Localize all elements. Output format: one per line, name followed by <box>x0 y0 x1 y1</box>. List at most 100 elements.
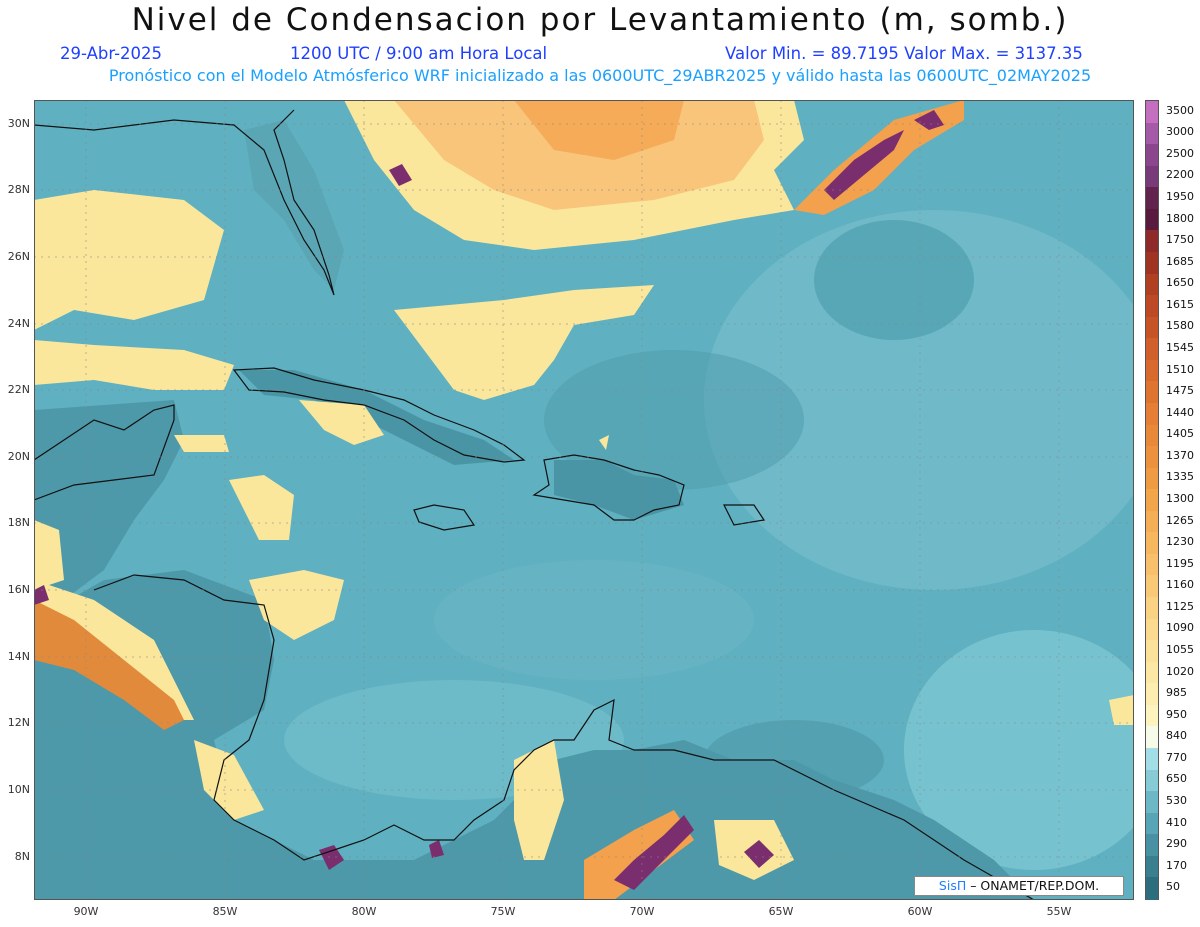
lat-label: 18N <box>7 516 30 529</box>
forecast-date: 29-Abr-2025 <box>60 44 163 63</box>
color-bar-swatch <box>1146 165 1158 188</box>
field-patch <box>814 220 974 340</box>
color-bar-swatch <box>1146 618 1158 641</box>
lcl-purple-peak <box>824 130 904 200</box>
field-east-light <box>704 210 1134 590</box>
color-bar-label: 1370 <box>1166 448 1194 462</box>
color-bar-swatch <box>1146 510 1158 533</box>
color-bar-label: 50 <box>1166 880 1180 894</box>
graticule <box>34 100 1134 900</box>
color-bar-label: 1090 <box>1166 621 1194 635</box>
color-bar-label: 1950 <box>1166 190 1194 204</box>
color-bar-swatch <box>1146 144 1158 167</box>
color-bar-swatch <box>1146 295 1158 318</box>
color-bar-label: 1685 <box>1166 254 1194 268</box>
min-max-values: Valor Min. = 89.7195 Valor Max. = 3137.3… <box>725 44 1083 63</box>
color-bar-swatch <box>1146 489 1158 512</box>
lat-label: 28N <box>7 183 30 196</box>
color-bar-swatch <box>1146 230 1158 253</box>
color-bar-label: 770 <box>1166 750 1187 764</box>
color-bar-swatch <box>1146 208 1158 231</box>
map-title: Nivel de Condensacion por Levantamiento … <box>131 2 1069 38</box>
color-bar-label: 1125 <box>1166 599 1194 613</box>
color-bar-label: 840 <box>1166 729 1187 743</box>
color-bar-swatch <box>1146 640 1158 663</box>
color-bar-swatch <box>1146 748 1158 771</box>
color-bar-swatch <box>1146 101 1158 124</box>
color-bar-swatch <box>1146 316 1158 339</box>
central-south-america-land <box>34 570 1034 900</box>
lat-label: 24N <box>7 317 30 330</box>
lcl-yellow-patch <box>194 740 264 820</box>
color-bar-swatch <box>1146 834 1158 857</box>
lcl-yellow-honduras <box>249 570 344 640</box>
field-patch <box>434 560 754 680</box>
color-bar-swatch <box>1146 187 1158 210</box>
color-bar-label: 1230 <box>1166 535 1194 549</box>
credit-box: SisΠ – ONAMET/REP.DOM. <box>914 876 1124 896</box>
color-bar-label: 650 <box>1166 772 1187 786</box>
color-bar-label: 1440 <box>1166 405 1194 419</box>
lcl-purple-peak <box>429 840 444 858</box>
color-bar-swatch <box>1146 532 1158 555</box>
lat-label: 26N <box>7 250 30 263</box>
color-bar-swatch <box>1146 661 1158 684</box>
color-bar-swatch <box>1146 359 1158 382</box>
cuba-land <box>239 370 514 465</box>
lat-label: 30N <box>7 117 30 130</box>
map-canvas <box>34 100 1134 900</box>
lat-label: 10N <box>7 783 30 796</box>
color-bar-swatch <box>1146 424 1158 447</box>
color-bar-swatch <box>1146 597 1158 620</box>
lat-label: 20N <box>7 450 30 463</box>
lcl-yellow-patch <box>1109 695 1134 725</box>
cuba-coast <box>232 367 526 463</box>
lcl-yellow-patch <box>174 435 229 452</box>
lcl-purple-peak <box>319 845 344 870</box>
color-bar-swatch <box>1146 467 1158 490</box>
puerto-rico-coast <box>723 504 766 526</box>
jamaica-coast <box>413 504 476 531</box>
color-bar-swatch <box>1146 381 1158 404</box>
yucatan-coast <box>34 404 175 501</box>
lat-label: 12N <box>7 716 30 729</box>
lcl-yellow-bahamas <box>394 285 654 400</box>
lon-label: 90W <box>73 905 99 918</box>
lcl-purple-peak <box>744 840 774 868</box>
coastlines <box>34 109 1035 900</box>
hispaniola-land <box>554 460 684 520</box>
lat-label: 22N <box>7 383 30 396</box>
lcl-purple-peak <box>389 164 412 186</box>
hispaniola-coast <box>532 454 685 521</box>
color-bar-label: 1265 <box>1166 513 1194 527</box>
color-bar-label: 1300 <box>1166 492 1194 505</box>
lcl-yellow-gulf <box>34 190 224 330</box>
lon-label: 85W <box>212 905 238 918</box>
lcl-purple-peak <box>914 110 944 130</box>
color-bar-swatch <box>1146 402 1158 426</box>
color-bar-label: 1335 <box>1166 470 1194 484</box>
color-bar-label: 290 <box>1166 837 1187 851</box>
color-bar-label: 2500 <box>1166 146 1194 160</box>
credit-text: – ONAMET/REP.DOM. <box>966 878 1100 893</box>
color-bar-label: 1750 <box>1166 233 1194 247</box>
lcl-purple-peak <box>614 815 694 890</box>
lcl-yellow-band <box>34 340 234 390</box>
color-bar-label: 1475 <box>1166 384 1194 398</box>
color-bar-label: 1020 <box>1166 664 1194 678</box>
lcl-purple-peak <box>34 585 49 605</box>
color-bar-swatch <box>1146 553 1158 577</box>
color-bar-label: 985 <box>1166 686 1187 700</box>
lcl-yellow-cuba <box>299 400 384 445</box>
color-bar-swatch <box>1146 251 1158 275</box>
color-bar-label: 410 <box>1166 815 1187 829</box>
color-bar-swatch <box>1146 812 1158 835</box>
central-south-america-coast <box>93 574 1035 900</box>
color-bar-label: 1055 <box>1166 642 1194 656</box>
lon-label: 65W <box>768 905 794 918</box>
lcl-yellow-patch <box>229 475 294 540</box>
lcl-yellow-patch <box>34 520 64 590</box>
lcl-yellow-patch <box>514 740 564 860</box>
color-bar-swatch <box>1146 122 1158 145</box>
color-bar-label: 1160 <box>1166 578 1194 592</box>
